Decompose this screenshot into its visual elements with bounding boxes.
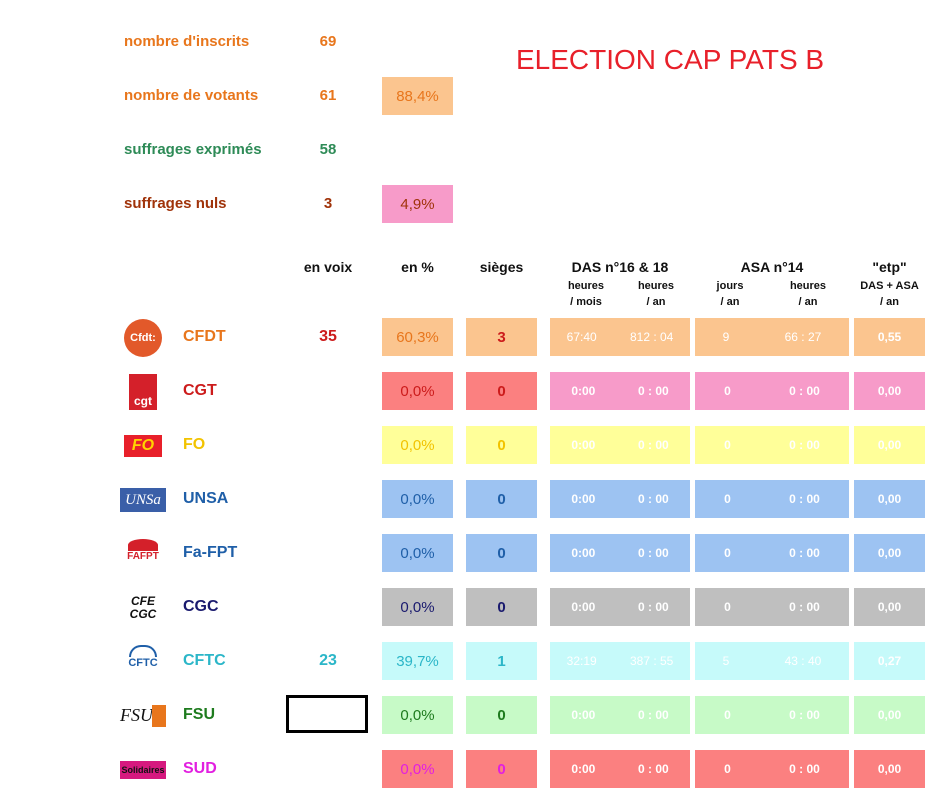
header-asa-sub2: heures / an — [789, 280, 827, 308]
seats-cell: 1 — [466, 642, 537, 680]
pct-cell: 0,0% — [382, 480, 453, 518]
nuls-label: suffrages nuls — [124, 195, 227, 212]
union-name: SUD — [183, 760, 217, 777]
cgc-logo-icon: CFE CGC — [129, 594, 157, 621]
das-cell: 0:00 0 : 00 — [550, 480, 690, 518]
header-das: DAS n°16 & 18 — [571, 259, 669, 275]
header-etp: "etp" — [872, 259, 907, 275]
das-cell: 0:00 0 : 00 — [550, 534, 690, 572]
etp-cell: 0,27 — [854, 642, 925, 680]
cftc-logo-icon: CFTC — [120, 642, 166, 682]
header-asa: ASA n°14 — [740, 259, 804, 275]
page-title: ELECTION CAP PATS B — [516, 44, 825, 75]
nuls-pct: 4,9% — [382, 185, 453, 223]
pct-cell: 0,0% — [382, 588, 453, 626]
fafpt-logo-icon: FAFPT — [120, 534, 166, 574]
seats-cell: 0 — [466, 534, 537, 572]
header-voix: en voix — [303, 259, 353, 275]
etp-cell: 0,00 — [854, 750, 925, 788]
exprimes-value: 58 — [319, 141, 337, 158]
das-cell: 0:00 0 : 00 — [550, 696, 690, 734]
seats-cell: 0 — [466, 696, 537, 734]
voix-value: 23 — [319, 652, 337, 669]
etp-cell: 0,55 — [854, 318, 925, 356]
votants-value: 61 — [319, 87, 337, 104]
etp-cell: 0,00 — [854, 480, 925, 518]
das-cell: 0:00 0 : 00 — [550, 372, 690, 410]
etp-cell: 0,00 — [854, 372, 925, 410]
fsu-logo-icon: FSU — [120, 696, 166, 736]
voix-value: 35 — [319, 328, 337, 345]
fo-logo-icon: FO — [120, 426, 166, 466]
inscrits-label: nombre d'inscrits — [124, 33, 250, 50]
etp-cell: 0,00 — [854, 534, 925, 572]
seats-cell: 3 — [466, 318, 537, 356]
seats-cell: 0 — [466, 372, 537, 410]
asa-cell: 9 66 : 27 — [695, 318, 849, 356]
seats-cell: 0 — [466, 750, 537, 788]
das-cell: 0:00 0 : 00 — [550, 588, 690, 626]
cgt-logo-icon: cgt — [120, 372, 166, 412]
union-name: CGC — [183, 598, 219, 615]
pct-cell: 0,0% — [382, 696, 453, 734]
pct-cell: 39,7% — [382, 642, 453, 680]
union-name: FSU — [183, 706, 215, 723]
das-cell: 0:00 0 : 00 — [550, 426, 690, 464]
union-name: CGT — [183, 382, 217, 399]
asa-cell: 5 43 : 40 — [695, 642, 849, 680]
inscrits-value: 69 — [319, 33, 337, 50]
votants-pct: 88,4% — [382, 77, 453, 115]
pct-cell: 0,0% — [382, 372, 453, 410]
votants-label: nombre de votants — [124, 87, 259, 104]
etp-cell: 0,00 — [854, 696, 925, 734]
nuls-value: 3 — [323, 195, 333, 212]
exprimes-label: suffrages exprimés — [124, 141, 262, 158]
das-cell: 67:40 812 : 04 — [550, 318, 690, 356]
cfdt-logo-icon: Cfdt: — [120, 318, 166, 358]
pct-cell: 0,0% — [382, 750, 453, 788]
header-sieges: sièges — [479, 259, 524, 275]
selected-cell[interactable] — [286, 695, 368, 733]
seats-cell: 0 — [466, 480, 537, 518]
header-pct: en % — [401, 259, 434, 275]
union-name: CFDT — [183, 328, 226, 345]
etp-cell: 0,00 — [854, 588, 925, 626]
union-name: CFTC — [183, 652, 226, 669]
header-etp-sub: DAS + ASA / an — [860, 280, 919, 308]
pct-cell: 0,0% — [382, 534, 453, 572]
seats-cell: 0 — [466, 426, 537, 464]
seats-cell: 0 — [466, 588, 537, 626]
header-das-sub1: heures / mois — [567, 280, 605, 308]
header-das-sub2: heures / an — [637, 280, 675, 308]
pct-cell: 0,0% — [382, 426, 453, 464]
header-asa-sub1: jours / an — [716, 280, 744, 308]
pct-cell: 60,3% — [382, 318, 453, 356]
das-cell: 0:00 0 : 00 — [550, 750, 690, 788]
union-name: Fa-FPT — [183, 544, 238, 561]
das-cell: 32:19 387 : 55 — [550, 642, 690, 680]
sud-logo-icon: Solidaires — [120, 750, 166, 790]
union-name: UNSA — [183, 490, 229, 507]
unsa-logo-icon: UNSa — [120, 480, 166, 520]
union-name: FO — [183, 436, 206, 453]
etp-cell: 0,00 — [854, 426, 925, 464]
